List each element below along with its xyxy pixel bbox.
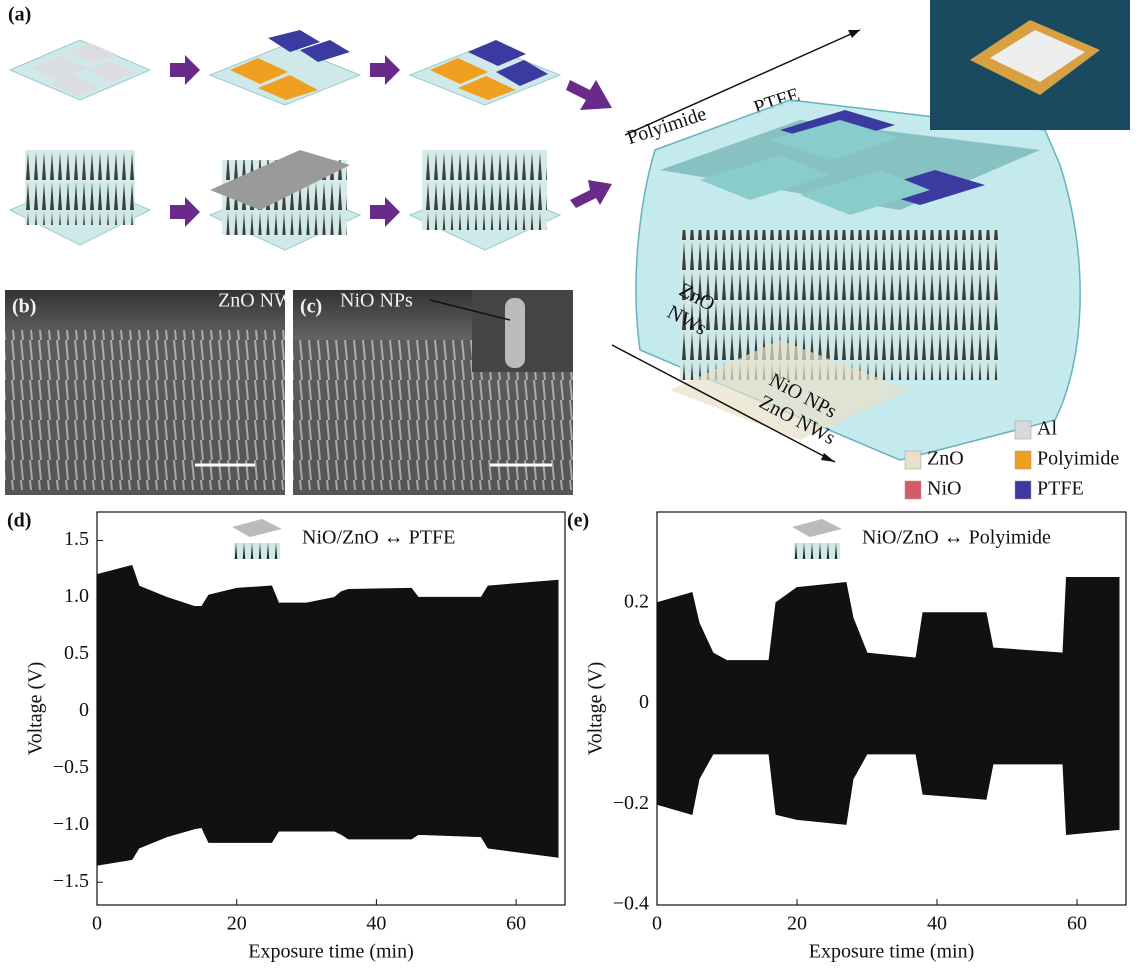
arrow <box>566 80 612 110</box>
x-tick-label: 60 <box>1067 913 1087 935</box>
legend-swatch <box>1015 451 1031 469</box>
step-3 <box>410 40 560 105</box>
x-axis-title: Exposure time (min) <box>809 941 975 963</box>
step-2 <box>210 30 360 105</box>
x-tick-label: 0 <box>92 913 102 935</box>
signal-envelope <box>97 566 558 712</box>
chart: −1.5 −1.0 −0.5 0 0.5 1.0 1.5 0 20 40 60 Exposure ti… <box>7 510 565 963</box>
x-tick-label: 60 <box>506 913 526 935</box>
y-tick-label: −1.0 <box>53 813 89 835</box>
step-6 <box>410 150 560 250</box>
signal-envelope <box>97 711 558 865</box>
chart: −0.4 −0.2 0 0.2 0 20 40 60 Exposure time (min) Vo… <box>567 510 1126 963</box>
legend-swatch <box>1015 481 1031 499</box>
y-tick-label: −1.5 <box>53 870 89 892</box>
inset-icon <box>794 543 840 559</box>
panel-label: (d) <box>7 510 31 532</box>
signal-envelope <box>657 703 1119 834</box>
x-tick-label: 20 <box>227 913 247 935</box>
panel-label: (c) <box>300 296 322 318</box>
step-5 <box>210 150 360 250</box>
sem-inset-wire <box>505 298 525 368</box>
arrow <box>170 55 200 85</box>
legend-label: NiO <box>927 478 961 500</box>
y-tick-label: 0.5 <box>64 642 89 664</box>
legend-label: Polyimide <box>1037 448 1119 470</box>
arrow <box>370 197 400 227</box>
x-tick-label: 0 <box>652 913 662 935</box>
inset-icon <box>232 519 282 537</box>
y-tick-label: 1.5 <box>64 528 89 550</box>
inset-icon <box>792 519 842 537</box>
inset-label: NiO/ZnO ↔ PTFE <box>302 527 455 549</box>
legend-label: Al <box>1037 418 1057 440</box>
legend-label: ZnO <box>927 448 964 470</box>
y-tick-label: −0.4 <box>613 893 649 915</box>
y-axis-title: Voltage (V) <box>585 662 607 756</box>
sem-label: NiO NPs <box>340 290 413 312</box>
arrow <box>370 55 400 85</box>
panel-label: (a) <box>8 4 31 26</box>
step-1 <box>10 40 150 100</box>
schematic: (a) (b) ZnO NWs (c) NiO NPs Polyimide PT… <box>5 0 1130 500</box>
inset-label: NiO/ZnO ↔ Polyimide <box>862 527 1051 549</box>
signal-envelope <box>657 578 1119 704</box>
legend-swatch <box>905 451 921 469</box>
panel-label: (b) <box>12 296 36 318</box>
y-axis-title: Voltage (V) <box>25 662 47 756</box>
y-tick-label: 0 <box>639 691 649 713</box>
y-tick-label: 1.0 <box>64 585 89 607</box>
y-tick-label: −0.5 <box>53 756 89 778</box>
arrow <box>170 197 200 227</box>
legend-swatch <box>1015 421 1031 439</box>
y-tick-label: 0 <box>79 699 89 721</box>
y-tick-label: 0.2 <box>624 590 649 612</box>
legend-label: PTFE <box>1037 478 1084 500</box>
x-tick-label: 40 <box>366 913 386 935</box>
charts: −1.5 −1.0 −0.5 0 0.5 1.0 1.5 0 20 40 60 Exposure ti… <box>7 510 1126 963</box>
x-tick-label: 20 <box>787 913 807 935</box>
legend-swatch <box>905 481 921 499</box>
x-tick-label: 40 <box>927 913 947 935</box>
arrow <box>570 180 612 208</box>
y-tick-label: −0.2 <box>613 792 649 814</box>
x-axis-title: Exposure time (min) <box>248 941 414 963</box>
figure: (a) (b) ZnO NWs (c) NiO NPs Polyimide PT… <box>0 0 1140 969</box>
inset-icon <box>234 543 280 559</box>
panel-label: (e) <box>567 510 589 532</box>
step-4 <box>10 150 150 245</box>
sem-label: ZnO NWs <box>218 290 301 312</box>
